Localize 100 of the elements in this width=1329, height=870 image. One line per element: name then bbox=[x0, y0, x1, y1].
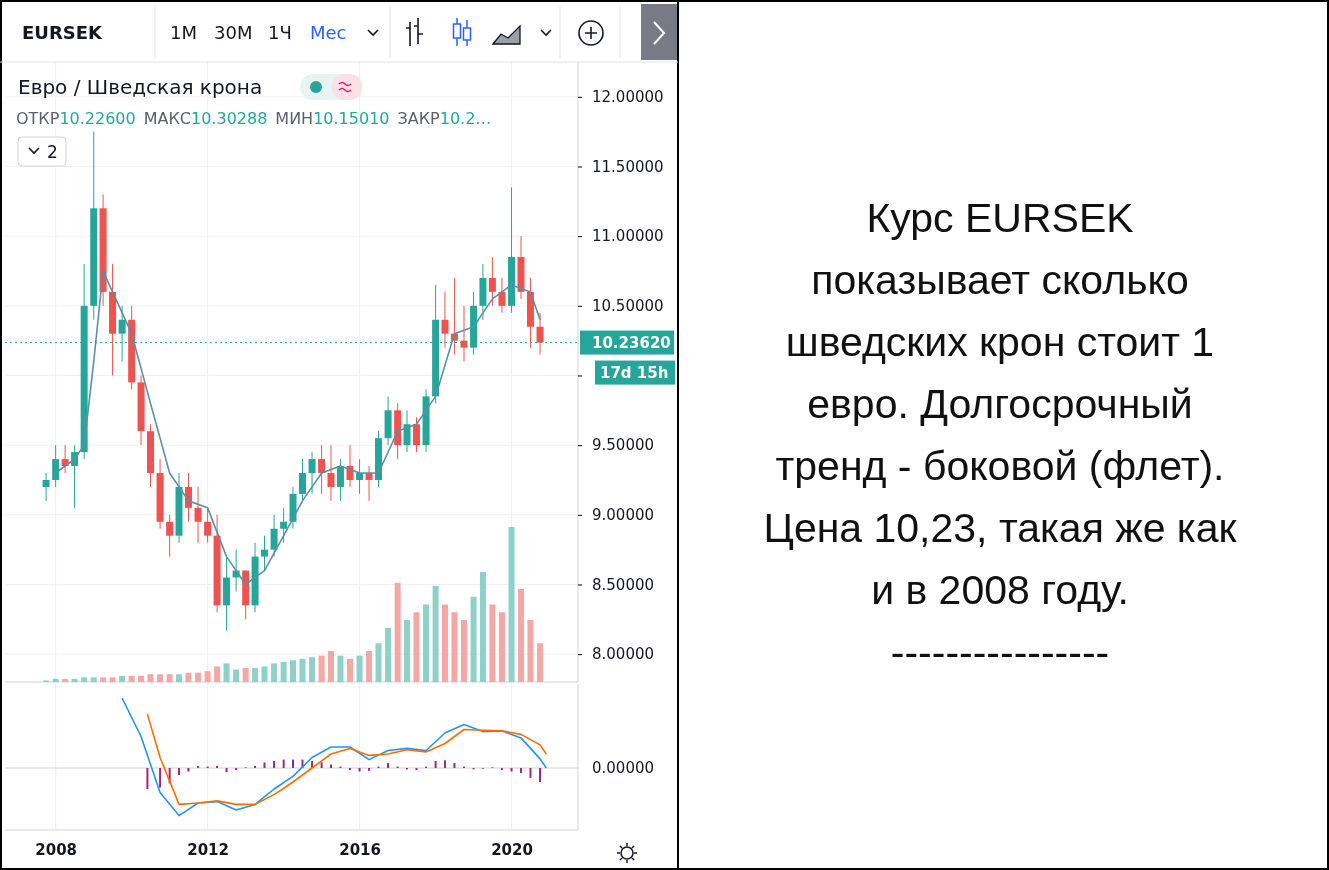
annotation: 10.2… bbox=[439, 109, 492, 128]
bar bbox=[273, 761, 276, 768]
bar bbox=[500, 768, 503, 771]
bar bbox=[441, 604, 448, 682]
candlestick bbox=[336, 458, 344, 502]
bar bbox=[347, 658, 354, 682]
annotation: 10.15010 bbox=[313, 109, 390, 128]
y-tick-label: 12.00000 bbox=[592, 88, 664, 107]
bar bbox=[81, 677, 88, 682]
bar bbox=[413, 612, 420, 682]
y-tick-label: 11.00000 bbox=[592, 227, 664, 246]
bar bbox=[520, 768, 522, 773]
bar bbox=[385, 627, 392, 682]
candlestick bbox=[261, 535, 269, 572]
y-tick-label: 8.00000 bbox=[592, 645, 655, 664]
text: Евро / Шведская крона bbox=[18, 75, 263, 99]
bar bbox=[100, 677, 107, 682]
bar bbox=[242, 668, 249, 682]
annotation: МИН bbox=[275, 109, 314, 128]
bar bbox=[225, 768, 228, 773]
text: и в 2008 году. bbox=[871, 567, 1129, 613]
bar bbox=[197, 765, 200, 768]
bar bbox=[185, 672, 192, 682]
line-series bbox=[54, 270, 541, 586]
text: EURSEK bbox=[22, 22, 104, 43]
bar bbox=[299, 658, 306, 682]
bar bbox=[90, 677, 97, 682]
bar bbox=[423, 604, 430, 682]
bar bbox=[518, 589, 524, 682]
bar bbox=[128, 675, 135, 682]
bar bbox=[453, 763, 456, 768]
y-tick-label: 9.50000 bbox=[592, 436, 655, 455]
bar bbox=[261, 666, 268, 682]
bar bbox=[539, 768, 542, 782]
bar bbox=[356, 655, 363, 682]
bar bbox=[233, 669, 240, 682]
candlestick bbox=[184, 472, 192, 523]
text: тренд - боковой (флет). bbox=[775, 443, 1225, 489]
x-tick-label: 2008 bbox=[35, 841, 78, 859]
text: 1Ч bbox=[268, 22, 292, 43]
text: ---------------- bbox=[890, 629, 1110, 675]
bar bbox=[489, 604, 496, 682]
bar bbox=[366, 651, 373, 682]
bar bbox=[52, 678, 59, 682]
candlestick bbox=[498, 277, 506, 314]
candlestick bbox=[280, 507, 288, 544]
bar bbox=[434, 761, 437, 768]
bar bbox=[404, 620, 411, 682]
candlestick bbox=[327, 444, 335, 502]
bar bbox=[235, 768, 238, 771]
bar bbox=[187, 768, 190, 772]
bar bbox=[214, 666, 221, 682]
bar bbox=[195, 672, 202, 682]
y-tick-label: 10.50000 bbox=[592, 297, 664, 316]
bar bbox=[119, 675, 126, 682]
annotation: 2 bbox=[47, 142, 58, 162]
bar bbox=[216, 765, 219, 768]
bar bbox=[508, 527, 515, 682]
bar bbox=[71, 678, 78, 682]
annotation: ОТКР bbox=[16, 109, 60, 128]
candlestick bbox=[52, 444, 60, 488]
bar bbox=[415, 768, 418, 771]
text: Цена 10,23, такая же как bbox=[763, 505, 1238, 551]
bar bbox=[309, 657, 316, 682]
bar bbox=[204, 671, 211, 682]
bar bbox=[318, 655, 325, 682]
bar bbox=[263, 762, 266, 768]
y-tick-label: 8.50000 bbox=[592, 575, 655, 594]
bar bbox=[358, 768, 361, 772]
bar bbox=[387, 763, 390, 768]
bar bbox=[147, 674, 154, 682]
candlestick bbox=[166, 514, 174, 558]
bar bbox=[537, 643, 544, 682]
annotation: 10.30288 bbox=[191, 109, 268, 128]
candlestick bbox=[412, 416, 420, 453]
bar bbox=[62, 678, 69, 682]
text: 1M bbox=[170, 22, 197, 43]
bar bbox=[292, 759, 295, 768]
candlestick bbox=[441, 291, 449, 349]
ref-line-label: 10.23620 bbox=[592, 333, 671, 352]
bar bbox=[498, 612, 505, 682]
bar bbox=[109, 677, 116, 682]
bar bbox=[527, 620, 534, 682]
x-tick-label: 2020 bbox=[491, 841, 533, 859]
candlestick bbox=[460, 305, 468, 363]
text: шведских крон стоит 1 bbox=[785, 319, 1215, 365]
bar bbox=[254, 765, 257, 768]
candlestick bbox=[488, 256, 496, 307]
y-tick-label: 11.50000 bbox=[592, 157, 664, 176]
text: 30M bbox=[214, 22, 253, 43]
x-tick-label: 2016 bbox=[339, 841, 381, 859]
bar bbox=[432, 585, 439, 682]
bar bbox=[290, 660, 297, 682]
text: 17d 15h bbox=[600, 363, 669, 382]
bar bbox=[349, 768, 352, 771]
bar bbox=[320, 762, 323, 768]
bar bbox=[470, 596, 477, 682]
candlestick bbox=[298, 458, 306, 502]
bar bbox=[176, 674, 183, 682]
candlestick bbox=[194, 486, 202, 544]
